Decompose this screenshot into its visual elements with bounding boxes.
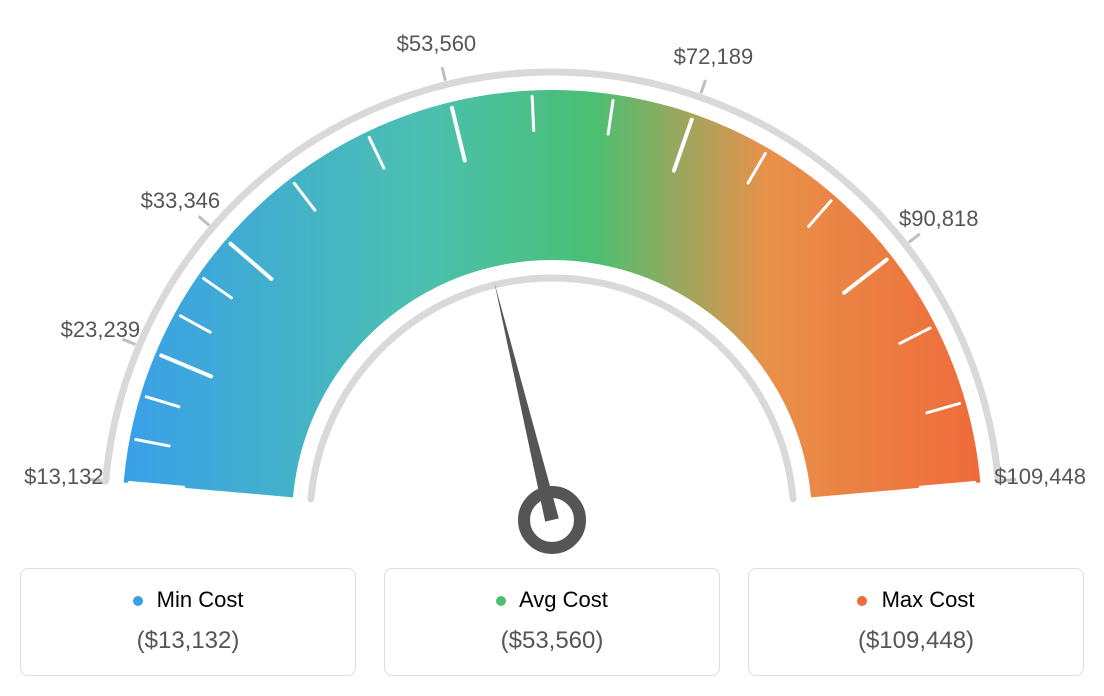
cost-gauge: $13,132 $23,239 $33,346 $53,560 $72,189 $90,8…	[20, 20, 1084, 560]
legend-value-min: ($13,132)	[31, 627, 345, 655]
legend-row: Min Cost ($13,132) Avg Cost ($53,560) Ma…	[20, 568, 1084, 676]
legend-title-min: Min Cost	[31, 587, 345, 613]
legend-value-max: ($109,448)	[759, 627, 1073, 655]
legend-card-max: Max Cost ($109,448)	[748, 568, 1084, 676]
gauge-svg	[20, 20, 1084, 560]
legend-title-text-max: Max Cost	[882, 587, 975, 612]
dot-max	[857, 596, 867, 606]
gauge-tick-label: $109,448	[994, 464, 1086, 490]
legend-value-avg: ($53,560)	[395, 627, 709, 655]
legend-title-max: Max Cost	[759, 587, 1073, 613]
dot-avg	[496, 596, 506, 606]
legend-title-avg: Avg Cost	[395, 587, 709, 613]
gauge-tick-label: $90,818	[899, 206, 979, 232]
gauge-tick-label: $23,239	[61, 317, 141, 343]
legend-title-text-avg: Avg Cost	[519, 587, 608, 612]
gauge-tick-label: $33,346	[141, 188, 221, 214]
gauge-tick-label: $13,132	[24, 464, 104, 490]
gauge-tick-label: $53,560	[397, 31, 477, 57]
dot-min	[133, 596, 143, 606]
legend-title-text-min: Min Cost	[157, 587, 244, 612]
legend-card-min: Min Cost ($13,132)	[20, 568, 356, 676]
gauge-tick-label: $72,189	[674, 44, 754, 70]
legend-card-avg: Avg Cost ($53,560)	[384, 568, 720, 676]
